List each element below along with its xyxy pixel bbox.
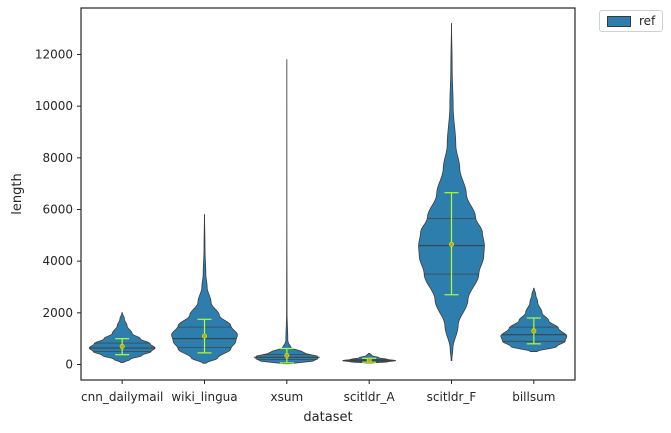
mean-marker bbox=[531, 328, 537, 334]
mean-marker bbox=[448, 241, 454, 247]
violins-layer bbox=[88, 23, 568, 365]
violin-body bbox=[171, 214, 238, 364]
y-tick-label: 4000 bbox=[42, 254, 73, 268]
x-tick-label: wiki_lingua bbox=[171, 390, 237, 404]
violin-wiki_lingua bbox=[171, 214, 238, 364]
x-tick-label: scitldr_F bbox=[427, 390, 477, 404]
x-tick-label: scitldr_A bbox=[344, 390, 396, 404]
y-tick-label: 12000 bbox=[35, 48, 73, 62]
x-axis: cnn_dailymail wiki_lingua xsum scitldr_A sci… bbox=[81, 380, 555, 404]
x-tick-label: cnn_dailymail bbox=[81, 390, 163, 404]
mean-marker bbox=[119, 343, 125, 349]
mean-marker bbox=[284, 352, 290, 358]
violin-body bbox=[255, 59, 319, 365]
plot-border bbox=[80, 7, 576, 381]
violin-scitldr_A bbox=[342, 352, 397, 364]
x-tick-label: billsum bbox=[512, 390, 555, 404]
plot-area bbox=[81, 8, 575, 380]
y-tick-label: 0 bbox=[65, 358, 73, 372]
y-tick-label: 2000 bbox=[42, 306, 73, 320]
violin-billsum bbox=[500, 287, 568, 352]
y-axis-title: length bbox=[10, 173, 25, 214]
violin-body bbox=[88, 312, 156, 363]
mean-marker bbox=[202, 333, 208, 339]
y-tick-label: 8000 bbox=[42, 151, 73, 165]
mean-marker bbox=[366, 357, 372, 363]
y-tick-label: 6000 bbox=[42, 203, 73, 217]
x-axis-title: dataset bbox=[303, 410, 352, 425]
x-tick-label: xsum bbox=[271, 390, 304, 404]
violin-xsum bbox=[253, 59, 320, 365]
violin-body bbox=[418, 23, 485, 362]
y-axis: 0 2000 4000 6000 8000 10000 12000 bbox=[35, 48, 81, 372]
violin-cnn_dailymail bbox=[88, 312, 156, 363]
y-tick-label: 10000 bbox=[35, 99, 73, 113]
violin-scitldr_F bbox=[418, 23, 485, 362]
legend-label-ref: ref bbox=[639, 14, 656, 28]
legend-swatch-ref bbox=[607, 15, 631, 27]
legend: ref bbox=[599, 10, 664, 32]
